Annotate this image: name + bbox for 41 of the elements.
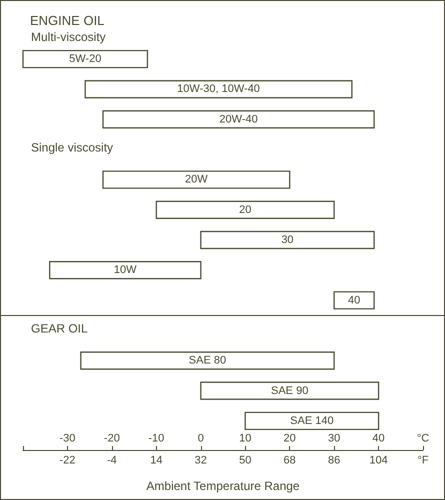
x2-tick-label: 32 xyxy=(194,454,207,466)
bar xyxy=(49,261,202,280)
y-tick-label: 20W-40 xyxy=(219,113,258,126)
x2-tick-label: -22 xyxy=(59,454,76,466)
y-tick-label: 10W xyxy=(114,264,138,276)
x-tick-label: -20 xyxy=(104,432,120,444)
bar xyxy=(200,382,380,400)
y-tick-label: 20W xyxy=(185,174,208,186)
bar xyxy=(334,291,375,310)
bar xyxy=(22,50,148,68)
bar xyxy=(244,412,380,430)
chart-title: ENGINE OIL xyxy=(30,13,104,28)
x2-tick-label: -4 xyxy=(107,454,117,466)
y-tick-label: 5W-20 xyxy=(69,53,102,66)
x2-tick-label: 50 xyxy=(239,454,252,466)
x-axis-title: Ambient Temperature Range xyxy=(146,479,300,493)
x2-tick-label: 104 xyxy=(369,454,388,466)
y-tick-label: SAE 140 xyxy=(290,414,334,427)
y-tick-label: SAE 90 xyxy=(271,384,308,397)
x-tick-label: °C xyxy=(416,432,430,444)
annotation: Multi-viscosity xyxy=(31,30,106,44)
x-tick-label: 40 xyxy=(372,432,385,444)
x2-tick-label: 14 xyxy=(150,454,162,466)
annotation: Single viscosity xyxy=(31,140,114,155)
x-tick-label: 10 xyxy=(239,432,252,444)
x-tick-label: -10 xyxy=(148,432,164,444)
y-tick-label: 10W-30, 10W-40 xyxy=(177,83,260,96)
bar xyxy=(84,80,352,98)
bar xyxy=(80,352,335,370)
x2-tick-label: 86 xyxy=(328,454,340,466)
bar xyxy=(102,110,375,128)
bar xyxy=(102,170,290,189)
x2-tick-label: °F xyxy=(417,454,429,466)
x-tick-label: -30 xyxy=(59,432,76,444)
annotation: GEAR OIL xyxy=(31,321,88,336)
x-tick-label: 0 xyxy=(198,432,204,444)
y-tick-label: SAE 80 xyxy=(188,354,226,367)
bar xyxy=(200,230,375,250)
x2-tick-label: 68 xyxy=(284,454,296,466)
x-tick-label: 30 xyxy=(328,432,340,444)
bar xyxy=(156,200,335,219)
